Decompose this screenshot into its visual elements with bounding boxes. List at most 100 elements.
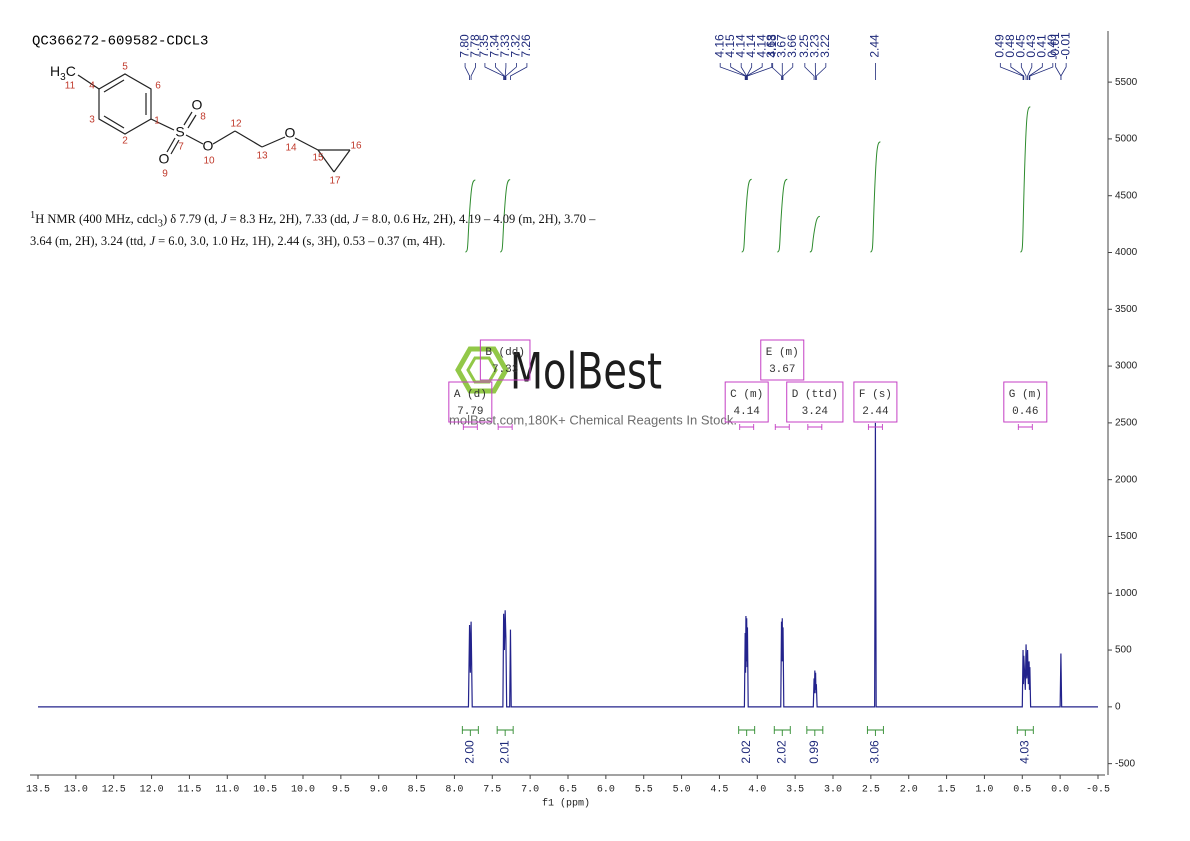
sub: 3 <box>157 218 163 230</box>
y-tick-label: 1500 <box>1115 531 1138 542</box>
x-tick-label: 2.0 <box>900 785 918 796</box>
multiplet-box <box>853 381 898 423</box>
x-tick-label: -0.5 <box>1086 785 1110 796</box>
peak-leader <box>1027 63 1033 80</box>
peak-leader <box>1029 63 1054 80</box>
bond <box>77 74 100 90</box>
atom-symbol: O <box>192 97 203 113</box>
watermark: MolBest molBest.com,180K+ Chemical Reage… <box>449 343 737 428</box>
bond <box>294 137 319 151</box>
y-tick-label: 1000 <box>1115 588 1138 599</box>
italic: J <box>149 233 155 248</box>
x-tick-label: 13.0 <box>64 785 88 796</box>
x-tick-label: 1.5 <box>938 785 956 796</box>
peak-label: 0.48 <box>1003 34 1017 58</box>
atom-number: 2 <box>122 136 128 147</box>
atom-number: 3 <box>89 115 95 126</box>
integral-curve <box>777 178 788 253</box>
peak-label: 7.35 <box>477 34 491 58</box>
x-axis-label: f1 (ppm) <box>542 798 590 810</box>
peak-label: -0.01 <box>1058 32 1072 60</box>
x-tick-label: 12.5 <box>102 785 126 796</box>
integral-label: 3.06 <box>868 740 882 764</box>
x-tick-label: 6.5 <box>559 785 577 796</box>
peak-label: 4.15 <box>723 34 737 58</box>
x-tick-label: 0.0 <box>1051 785 1069 796</box>
atom-symbol: S <box>175 124 184 140</box>
x-tick-label: 11.0 <box>215 785 239 796</box>
atom-number: 11 <box>65 81 76 92</box>
multiplet-box <box>479 339 531 381</box>
atom-number: 1 <box>154 116 160 127</box>
multiplet-range <box>807 424 823 430</box>
peak-leader <box>495 63 505 80</box>
peak-leader <box>470 63 476 80</box>
nmr-description: 1H NMR (400 MHz, cdcl3) δ 7.79 (d, J = 8… <box>30 208 615 249</box>
atom-number: 15 <box>312 153 324 164</box>
atom-number: 8 <box>200 112 206 123</box>
text: = 6.0, 3.0, 1.0 Hz, 1H), 2.44 (s, 3H), 0… <box>155 233 446 248</box>
peak-label: 7.34 <box>488 34 502 58</box>
multiplet-shift: 3.67 <box>769 364 795 376</box>
atom-number: 7 <box>178 142 184 153</box>
peak-leader <box>1060 63 1067 80</box>
multiplet-name: C (m) <box>730 389 763 401</box>
peak-label: 4.14 <box>754 34 768 58</box>
peak-label: 3.25 <box>797 34 811 58</box>
peak-label: 4.13 <box>765 34 779 58</box>
x-tick-label: 7.5 <box>483 785 501 796</box>
atom-symbol: O <box>159 151 170 167</box>
peak-leader <box>505 63 517 80</box>
x-tick-label: 0.5 <box>1013 785 1031 796</box>
peak-label: 3.66 <box>785 34 799 58</box>
peak-leader <box>484 63 505 80</box>
bond <box>187 114 197 129</box>
peak-leader <box>730 63 747 80</box>
y-tick-label: 4000 <box>1115 247 1138 258</box>
peak-label: 0.43 <box>1024 34 1038 58</box>
bond <box>317 149 335 173</box>
atom-number: 9 <box>162 169 168 180</box>
italic: J <box>220 212 227 227</box>
bond <box>234 130 263 148</box>
integral-label: 4.03 <box>1017 740 1031 764</box>
atom-number: 4 <box>89 81 95 92</box>
peak-label: 4.14 <box>744 34 758 58</box>
x-tick-label: 5.0 <box>673 785 691 796</box>
integral-bracket <box>866 726 884 736</box>
atom-symbol: O <box>203 138 214 154</box>
peak-leader <box>771 63 782 80</box>
y-tick-label: 2500 <box>1115 418 1138 429</box>
integral-bracket <box>738 726 756 736</box>
multiplet-name: E (m) <box>766 347 799 359</box>
peak-leader <box>999 63 1024 80</box>
multiplet-range <box>497 424 513 430</box>
y-tick-label: 5000 <box>1115 134 1138 145</box>
peak-label: 4.16 <box>712 34 726 58</box>
x-tick-label: 10.0 <box>291 785 315 796</box>
peak-label: 0.40 <box>1045 34 1059 58</box>
integral-label: 2.02 <box>739 740 753 764</box>
y-tick-label: 3500 <box>1115 304 1138 315</box>
bond <box>170 139 180 155</box>
atom-symbol-part: H <box>50 63 60 79</box>
multiplet-range <box>867 424 883 430</box>
watermark-tagline: molBest.com,180K+ Chemical Reagents In S… <box>449 412 737 427</box>
text: H NMR (400 MHz, cdcl <box>35 212 158 227</box>
peak-label: 3.22 <box>818 34 832 58</box>
text: ) δ 7.79 (d, <box>162 212 221 227</box>
multiplet-name: D (ttd) <box>792 389 838 401</box>
integral-curve <box>809 215 820 253</box>
y-tick-label: -500 <box>1115 758 1135 769</box>
peak-label: 7.33 <box>498 34 512 58</box>
atom-number: 17 <box>329 176 341 187</box>
peak-leader <box>504 63 507 80</box>
atom-symbol: O <box>285 125 296 141</box>
integral-label: 2.00 <box>463 740 477 764</box>
peak-label: 2.44 <box>868 34 882 58</box>
bond <box>261 136 286 148</box>
x-tick-label: 6.0 <box>597 785 615 796</box>
y-tick-label: 3000 <box>1115 361 1138 372</box>
multiplet-shift: 7.33 <box>492 364 518 376</box>
atom-number: 10 <box>203 156 215 167</box>
